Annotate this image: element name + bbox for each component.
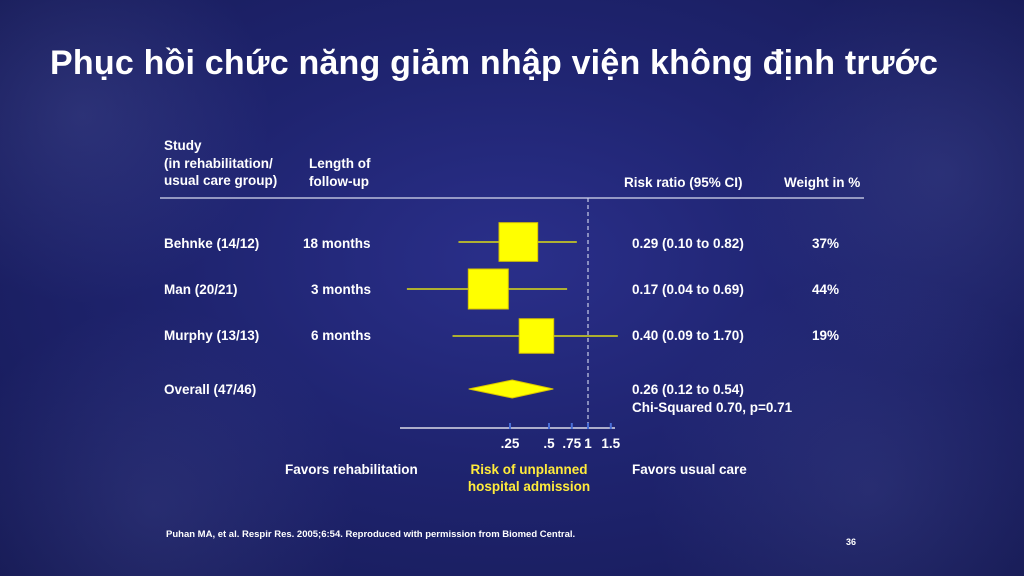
overall-study: Overall (47/46)	[164, 382, 257, 397]
row-ci: 0.29 (0.10 to 0.82)	[632, 236, 744, 251]
outcome-label: Risk of unplanned hospital admission	[468, 461, 590, 495]
study-estimate-square	[467, 268, 509, 310]
header-followup: Length of follow-up	[309, 155, 370, 190]
row-followup: 18 months	[303, 236, 371, 251]
header-followup-line2: follow-up	[309, 173, 369, 189]
overall-heterogeneity: Chi-Squared 0.70, p=0.71	[632, 400, 793, 415]
x-tick-label: .25	[501, 436, 520, 451]
row-study: Behnke (14/12)	[164, 236, 260, 251]
row-weight: 19%	[812, 328, 840, 343]
study-estimate-square	[498, 222, 539, 262]
x-tick-label: 1	[584, 436, 592, 451]
overall-ci: 0.26 (0.12 to 0.54)	[632, 382, 744, 397]
favors-rehabilitation-label: Favors rehabilitation	[285, 462, 418, 477]
row-followup: 3 months	[311, 282, 372, 297]
row-ci: 0.17 (0.04 to 0.69)	[632, 282, 744, 297]
header-risk-ratio: Risk ratio (95% CI)	[624, 175, 743, 190]
row-ci: 0.40 (0.09 to 1.70)	[632, 328, 744, 343]
favors-usual-care-label: Favors usual care	[632, 462, 747, 477]
row-weight: 37%	[812, 236, 840, 251]
x-tick-label: 1.5	[601, 436, 620, 451]
study-estimate-square	[518, 318, 555, 354]
header-followup-line1: Length of	[309, 156, 371, 171]
outcome-label-line2: hospital admission	[467, 479, 591, 494]
x-tick-label: .5	[543, 436, 555, 451]
header-study-line3: usual care group)	[164, 173, 278, 188]
header-study: Study (in rehabilitation/ usual care gro…	[164, 137, 277, 190]
row-study: Man (20/21)	[164, 282, 238, 297]
header-weight: Weight in %	[784, 175, 861, 190]
row-followup: 6 months	[311, 328, 372, 343]
row-weight: 44%	[812, 282, 840, 297]
row-study: Murphy (13/13)	[164, 328, 260, 343]
citation-footnote: Puhan MA, et al. Respir Res. 2005;6:54. …	[166, 529, 576, 540]
header-study-line1: Study	[164, 138, 202, 153]
x-tick-label: .75	[562, 436, 581, 451]
outcome-label-line1: Risk of unplanned	[470, 462, 588, 477]
header-study-line2: (in rehabilitation/	[164, 155, 273, 171]
overall-diamond	[468, 379, 554, 399]
slide-title: Phục hồi chức năng giảm nhập viện không …	[50, 44, 939, 82]
page-number: 36	[846, 537, 857, 547]
